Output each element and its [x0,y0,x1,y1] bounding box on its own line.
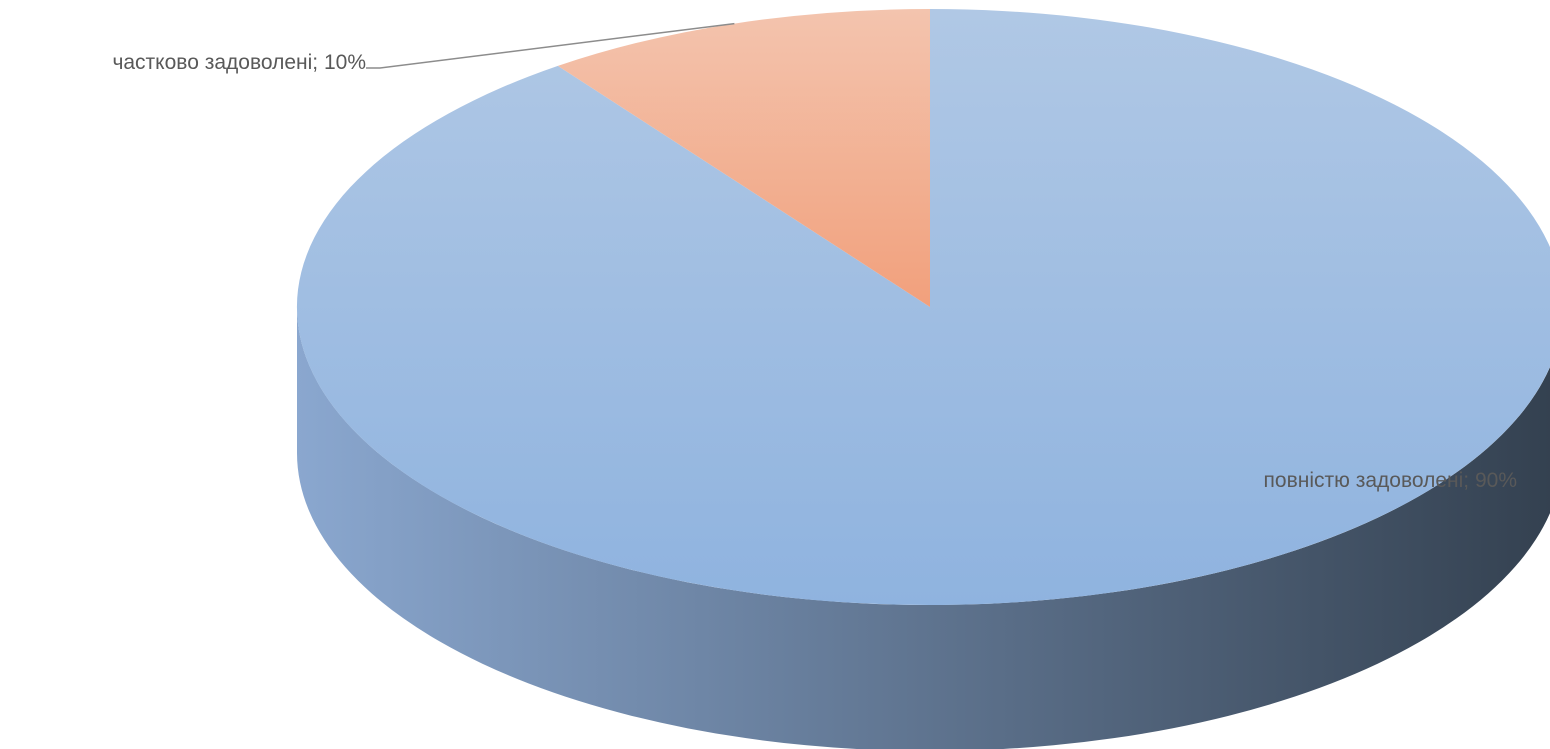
pie-slice-partially-satisfied [557,9,930,307]
pie-side-wall [297,307,1550,749]
pie-slice-fully-satisfied [297,9,1550,605]
data-label-partially-satisfied: частково задоволені; 10% [112,51,366,74]
data-label-fully-satisfied: повністю задоволені; 90% [1264,469,1517,492]
leader-line-partially-satisfied [366,22,735,69]
